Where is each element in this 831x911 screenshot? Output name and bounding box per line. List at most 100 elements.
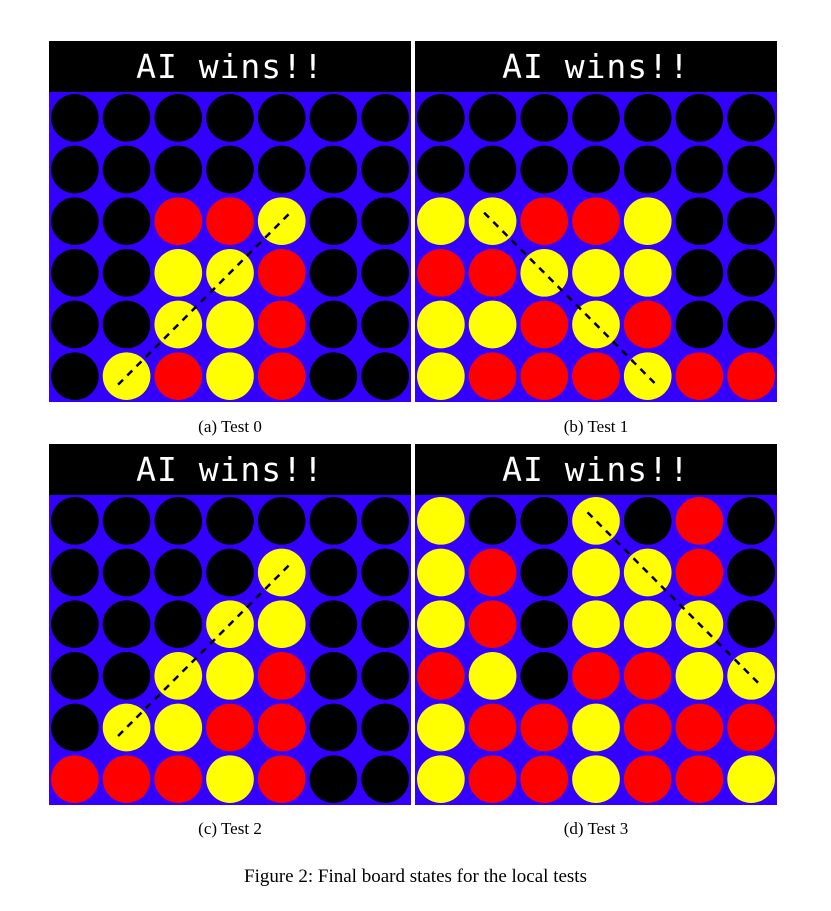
red-disc xyxy=(417,249,465,297)
empty-slot xyxy=(361,249,409,297)
red-disc xyxy=(675,703,724,752)
red-disc xyxy=(572,197,620,245)
empty-slot xyxy=(468,145,517,194)
red-disc xyxy=(727,703,775,752)
red-disc xyxy=(257,249,306,297)
empty-slot xyxy=(520,652,569,700)
board xyxy=(415,92,777,402)
panel-test-3: AI wins!! xyxy=(415,444,777,805)
empty-slot xyxy=(417,94,465,142)
yellow-disc xyxy=(468,300,517,349)
yellow-disc xyxy=(417,548,465,597)
red-disc xyxy=(727,352,775,400)
empty-slot xyxy=(51,197,99,245)
empty-slot xyxy=(154,497,203,545)
board xyxy=(49,92,411,402)
red-disc xyxy=(257,652,306,700)
empty-slot xyxy=(309,352,358,400)
yellow-disc xyxy=(206,755,254,803)
empty-slot xyxy=(309,497,358,545)
empty-slot xyxy=(51,703,99,752)
win-line xyxy=(117,563,292,737)
yellow-disc xyxy=(417,352,465,400)
empty-slot xyxy=(154,94,203,142)
empty-slot xyxy=(309,300,358,349)
empty-slot xyxy=(727,497,775,545)
empty-slot xyxy=(309,755,358,803)
empty-slot xyxy=(102,94,151,142)
red-disc xyxy=(623,300,672,349)
figure-caption: Figure 2: Final board states for the loc… xyxy=(244,866,587,887)
empty-slot xyxy=(727,94,775,142)
empty-slot xyxy=(51,145,99,194)
empty-slot xyxy=(520,497,569,545)
empty-slot xyxy=(520,600,569,648)
empty-slot xyxy=(102,652,151,700)
empty-slot xyxy=(51,548,99,597)
yellow-disc xyxy=(727,755,775,803)
empty-slot xyxy=(51,600,99,648)
yellow-disc xyxy=(572,755,620,803)
empty-slot xyxy=(623,94,672,142)
empty-slot xyxy=(102,300,151,349)
empty-slot xyxy=(727,548,775,597)
board xyxy=(415,495,777,805)
board xyxy=(49,495,411,805)
win-line xyxy=(586,511,761,686)
empty-slot xyxy=(102,548,151,597)
red-disc xyxy=(154,197,203,245)
empty-slot xyxy=(675,249,724,297)
red-disc xyxy=(675,352,724,400)
red-disc xyxy=(468,249,517,297)
empty-slot xyxy=(623,497,672,545)
empty-slot xyxy=(51,249,99,297)
empty-slot xyxy=(206,548,254,597)
empty-slot xyxy=(51,300,99,349)
panel-test-1: AI wins!! xyxy=(415,41,777,402)
empty-slot xyxy=(206,94,254,142)
empty-slot xyxy=(102,249,151,297)
empty-slot xyxy=(102,497,151,545)
empty-slot xyxy=(361,197,409,245)
yellow-disc xyxy=(727,652,775,700)
yellow-disc xyxy=(417,755,465,803)
empty-slot xyxy=(206,145,254,194)
yellow-disc xyxy=(206,352,254,400)
empty-slot xyxy=(361,94,409,142)
red-disc xyxy=(417,652,465,700)
empty-slot xyxy=(361,497,409,545)
yellow-disc xyxy=(675,652,724,700)
empty-slot xyxy=(727,197,775,245)
yellow-disc xyxy=(154,249,203,297)
empty-slot xyxy=(309,145,358,194)
empty-slot xyxy=(102,145,151,194)
yellow-disc xyxy=(572,497,620,545)
empty-slot xyxy=(675,197,724,245)
empty-slot xyxy=(309,652,358,700)
yellow-disc xyxy=(468,197,517,245)
red-disc xyxy=(51,755,99,803)
panel-test-0: AI wins!! xyxy=(49,41,411,402)
board-background xyxy=(415,92,777,402)
board-background xyxy=(49,495,411,805)
yellow-disc xyxy=(257,600,306,648)
empty-slot xyxy=(361,300,409,349)
yellow-disc xyxy=(417,300,465,349)
empty-slot xyxy=(361,352,409,400)
red-disc xyxy=(257,352,306,400)
empty-slot xyxy=(468,497,517,545)
empty-slot xyxy=(675,145,724,194)
empty-slot xyxy=(51,497,99,545)
yellow-disc xyxy=(572,249,620,297)
empty-slot xyxy=(572,145,620,194)
red-disc xyxy=(623,703,672,752)
red-disc xyxy=(520,197,569,245)
yellow-disc xyxy=(417,497,465,545)
empty-slot xyxy=(206,497,254,545)
empty-slot xyxy=(520,94,569,142)
empty-slot xyxy=(51,352,99,400)
empty-slot xyxy=(51,94,99,142)
panel-header: AI wins!! xyxy=(49,41,411,92)
red-disc xyxy=(623,652,672,700)
empty-slot xyxy=(727,249,775,297)
